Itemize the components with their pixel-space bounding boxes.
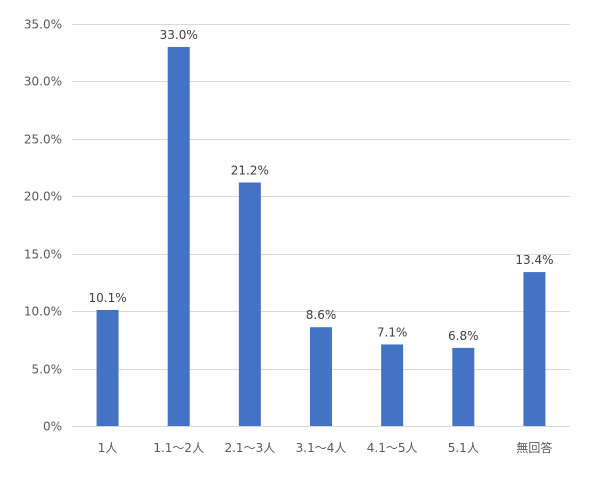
y-tick-label: 30.0%	[24, 75, 62, 89]
x-tick-label: 2.1～3人	[224, 441, 275, 455]
y-tick-label: 15.0%	[24, 248, 62, 262]
y-tick-label: 20.0%	[24, 190, 62, 204]
bar	[523, 272, 546, 426]
bar	[96, 309, 119, 426]
y-tick-label: 0%	[43, 420, 62, 434]
bar	[310, 327, 332, 426]
data-label: 13.4%	[515, 253, 553, 267]
bars	[96, 46, 546, 426]
x-tick-label: 5.1人	[448, 441, 479, 455]
x-tick-label: 3.1～4人	[296, 441, 347, 455]
bar	[381, 344, 404, 426]
bar	[238, 182, 261, 426]
bar	[167, 46, 190, 426]
x-axis-tick-labels: 1人 1.1～2人 2.1～3人 3.1～4人 4.1～5人 5.1人 無回答	[98, 440, 553, 455]
data-label: 21.2%	[231, 164, 269, 178]
x-tick-label: 無回答	[516, 440, 552, 455]
bar	[452, 347, 475, 426]
y-tick-label: 35.0%	[24, 18, 62, 32]
y-tick-label: 10.0%	[24, 305, 62, 319]
y-tick-label: 25.0%	[24, 133, 62, 147]
data-label: 7.1%	[377, 325, 408, 339]
y-tick-label: 5.0%	[32, 363, 63, 377]
data-labels: 10.1% 33.0% 21.2% 8.6% 7.1% 6.8% 13.4%	[89, 28, 554, 343]
gridlines	[72, 24, 570, 427]
x-tick-label: 1.1～2人	[153, 441, 204, 455]
data-label: 8.6%	[306, 308, 337, 322]
x-tick-label: 1人	[98, 441, 118, 455]
data-label: 10.1%	[89, 291, 127, 305]
x-tick-label: 4.1～5人	[367, 441, 418, 455]
data-label: 6.8%	[448, 329, 479, 343]
data-label: 33.0%	[160, 28, 198, 42]
y-axis-tick-labels: 0% 5.0% 10.0% 15.0% 20.0% 25.0% 30.0% 35.0%	[24, 18, 62, 434]
